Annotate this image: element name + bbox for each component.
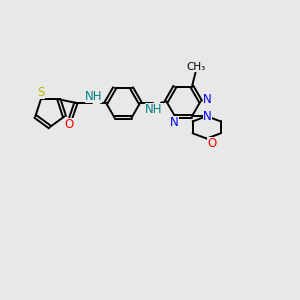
Text: CH₃: CH₃ [186,61,205,72]
Text: N: N [170,116,179,129]
Text: O: O [64,118,74,130]
Text: S: S [37,86,45,99]
Text: NH: NH [85,90,102,103]
Text: O: O [207,137,217,150]
Text: NH: NH [145,103,163,116]
Text: N: N [203,110,212,123]
Text: N: N [202,93,211,106]
